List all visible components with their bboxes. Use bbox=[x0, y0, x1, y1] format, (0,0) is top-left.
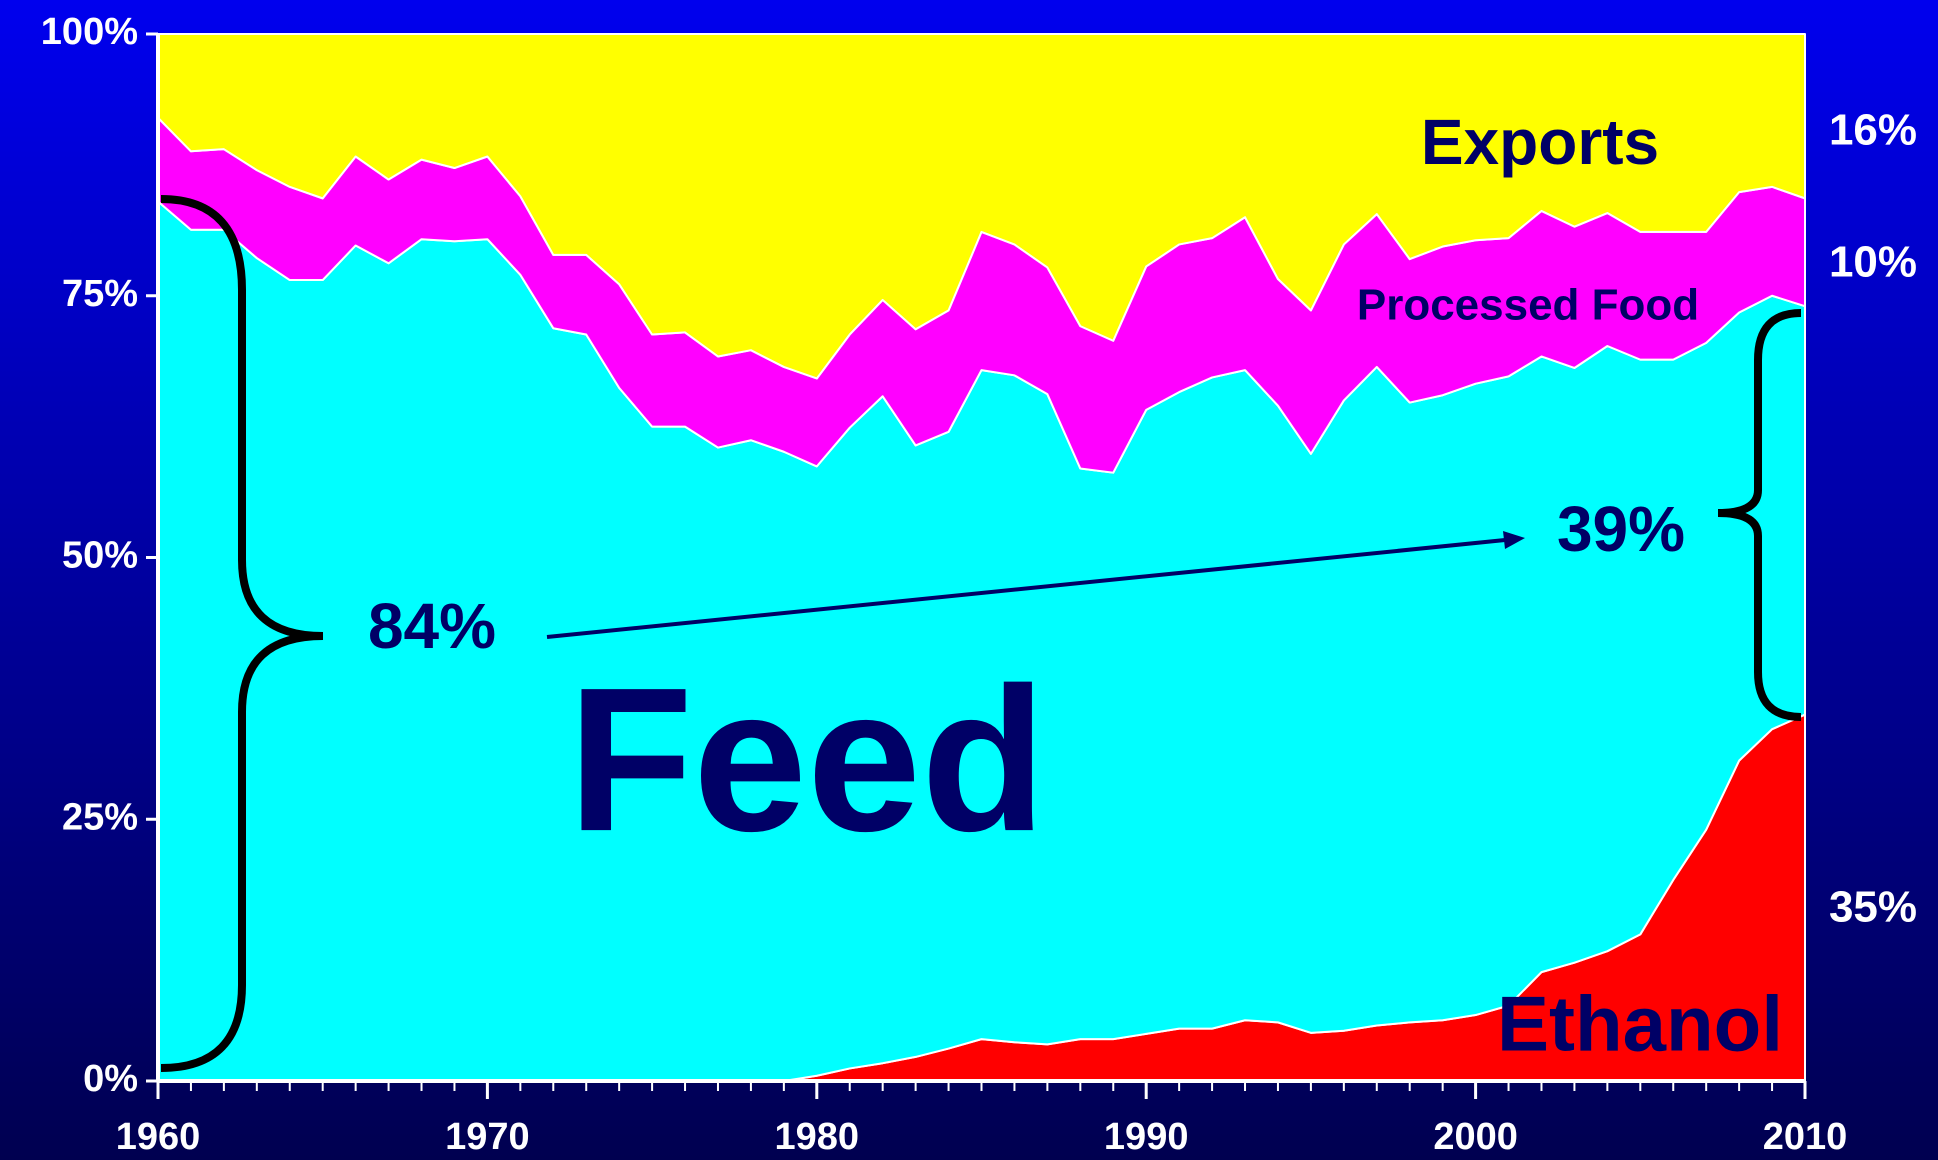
x-tick-label: 1990 bbox=[1104, 1116, 1189, 1158]
series-label: Feed bbox=[568, 645, 1046, 874]
series-label: Ethanol bbox=[1497, 980, 1783, 1068]
x-tick-label: 1960 bbox=[116, 1116, 201, 1158]
annotation: 16% bbox=[1829, 106, 1917, 155]
y-tick-label: 0% bbox=[83, 1058, 138, 1100]
series-label: Processed Food bbox=[1357, 281, 1699, 330]
x-tick-label: 2000 bbox=[1433, 1116, 1518, 1158]
annotation: 39% bbox=[1557, 493, 1685, 565]
x-tick-label: 2010 bbox=[1763, 1116, 1848, 1158]
annotation: 84% bbox=[368, 590, 496, 662]
y-tick-label: 75% bbox=[62, 273, 138, 315]
x-tick-label: 1980 bbox=[775, 1116, 860, 1158]
arrow-head bbox=[1503, 531, 1525, 549]
x-tick-label: 1970 bbox=[445, 1116, 530, 1158]
y-tick-label: 25% bbox=[62, 796, 138, 838]
series-label: Exports bbox=[1421, 106, 1659, 178]
area bbox=[157, 33, 1806, 380]
y-tick-label: 50% bbox=[62, 535, 138, 577]
brace bbox=[1717, 309, 1802, 721]
annotation: 35% bbox=[1829, 883, 1917, 932]
annotation: 10% bbox=[1829, 238, 1917, 287]
brace bbox=[160, 195, 324, 1072]
y-tick-label: 100% bbox=[41, 11, 138, 53]
arrow bbox=[546, 538, 1506, 639]
